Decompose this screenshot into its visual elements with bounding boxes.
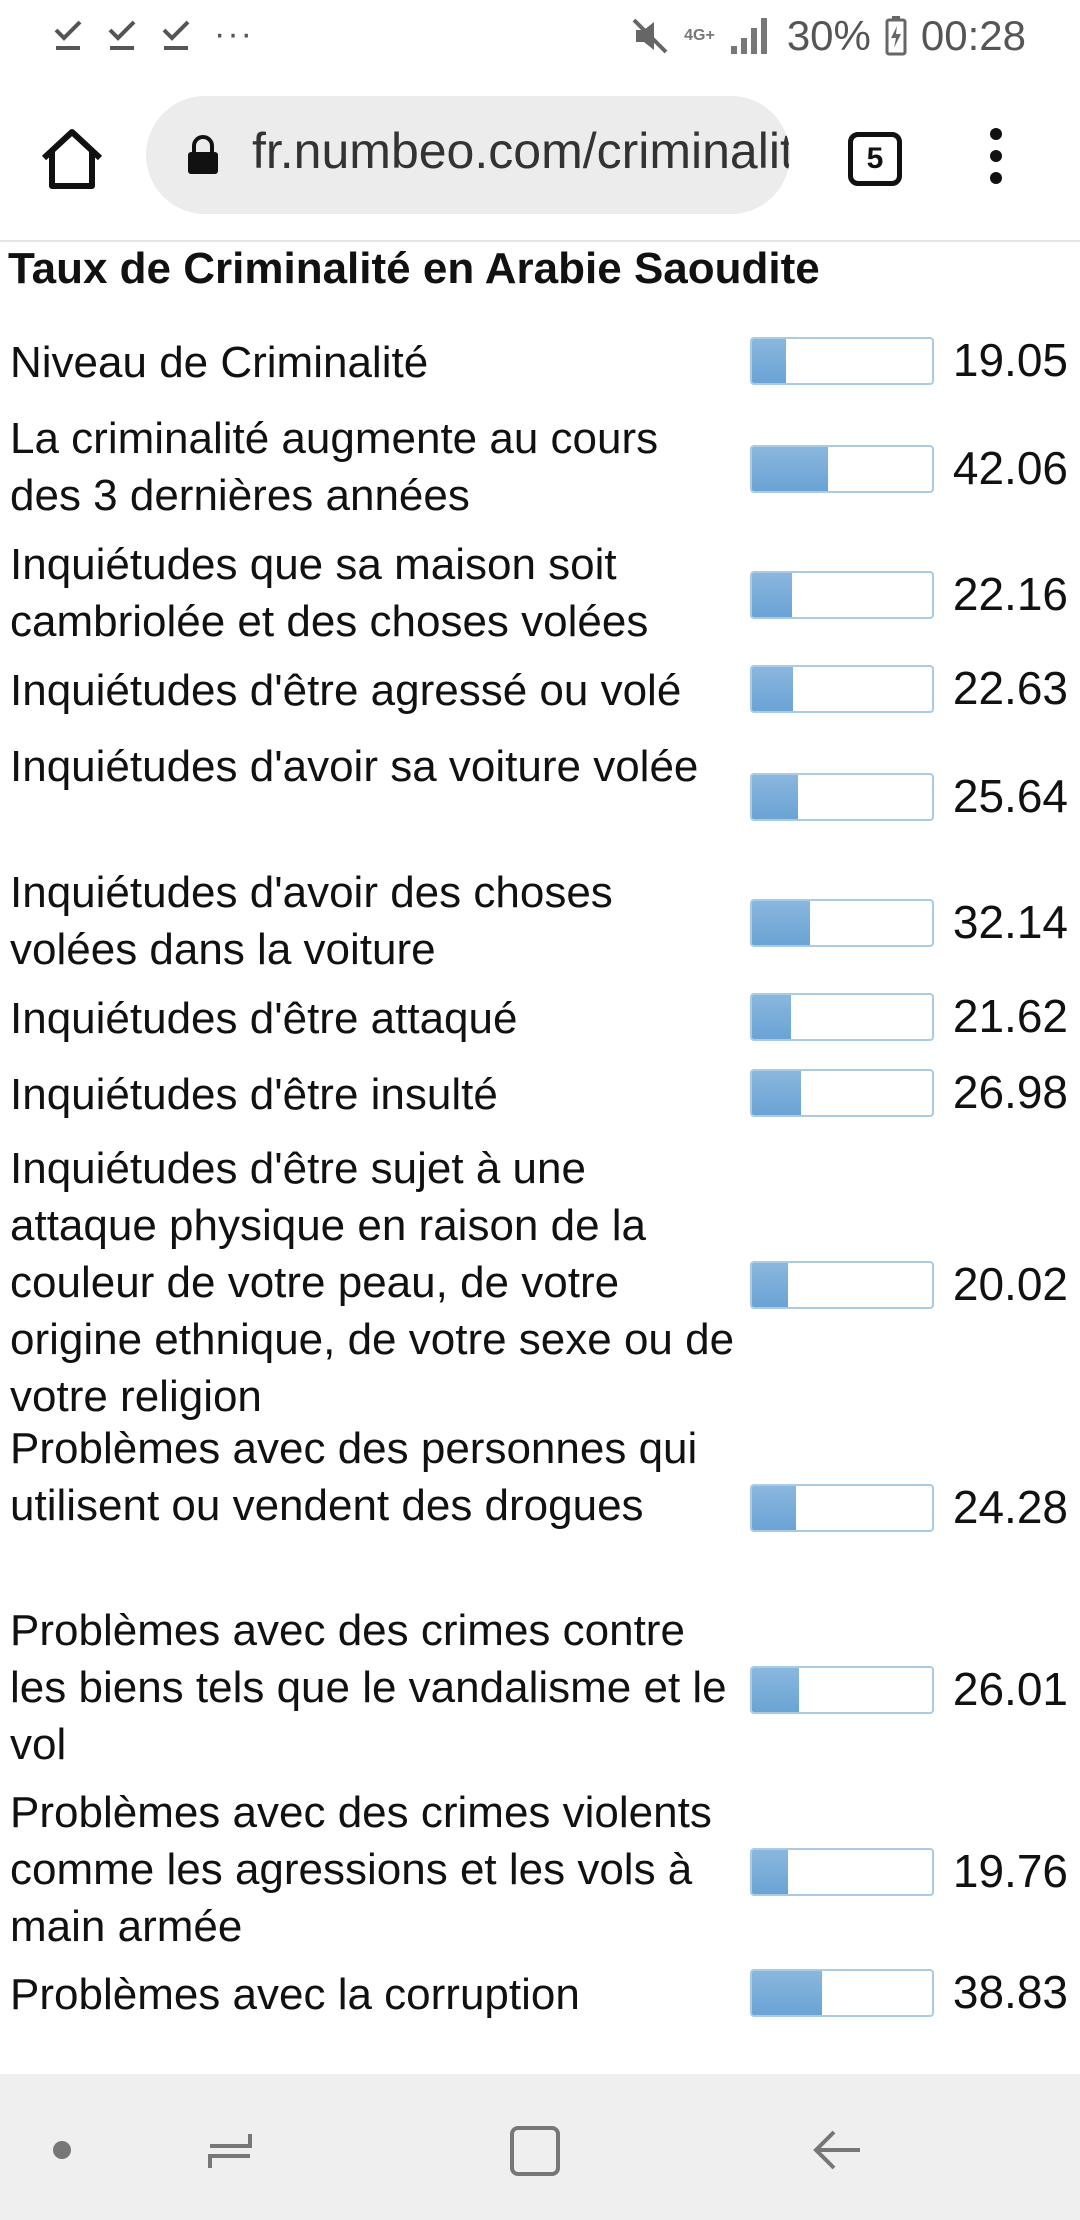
- status-bar-left: ···: [52, 14, 254, 54]
- crime-level-bar-fill: [752, 1971, 822, 2015]
- crime-row-label: Problèmes avec des crimes violents comme…: [10, 1788, 712, 1951]
- crime-row-value: 21.62: [952, 990, 1068, 1042]
- home-icon[interactable]: [38, 124, 106, 192]
- crime-level-bar: [750, 899, 934, 947]
- crime-row: Problèmes avec des crimes contre les bie…: [0, 1602, 1080, 1773]
- crime-level-bar-fill: [752, 1262, 789, 1307]
- crime-row-value: 32.14: [952, 896, 1068, 948]
- crime-level-bar-fill: [752, 447, 828, 491]
- crime-row-label: Niveau de Criminalité: [10, 338, 429, 387]
- signal-icon: [730, 18, 767, 54]
- tab-switcher-button[interactable]: 5: [848, 132, 902, 186]
- crime-row: Inquiétudes que sa maison soit cambriolé…: [0, 536, 1080, 650]
- download-done-icon: [108, 20, 136, 50]
- crime-level-bar-fill: [752, 573, 792, 617]
- address-bar[interactable]: fr.numbeo.com/criminalite/pays/Arabie-Sa…: [146, 96, 790, 214]
- crime-row-value: 22.63: [952, 662, 1068, 714]
- battery-percent: 30%: [786, 12, 871, 59]
- crime-level-bar: [750, 1969, 934, 2017]
- crime-row: La criminalité augmente au cours des 3 d…: [0, 410, 1080, 524]
- crime-row-label: Inquiétudes d'avoir sa voiture volée: [10, 742, 699, 791]
- crime-row-label: Inquiétudes que sa maison soit cambriolé…: [10, 540, 649, 646]
- crime-level-bar: [750, 773, 934, 821]
- clock: 00:28: [920, 12, 1026, 59]
- crime-level-bar-fill: [752, 339, 787, 383]
- crime-level-bar: [750, 1665, 934, 1714]
- crime-row-value: 26.98: [952, 1066, 1068, 1118]
- download-done-icon: [162, 20, 190, 50]
- crime-row-label: Problèmes avec la corruption: [10, 1970, 580, 2019]
- crime-row-value: 20.02: [952, 1257, 1068, 1310]
- nav-dot-icon[interactable]: [52, 2140, 72, 2160]
- crime-row-label: Problèmes avec des crimes contre les bie…: [10, 1606, 727, 1769]
- crime-level-bar-fill: [752, 775, 799, 819]
- back-arrow-icon[interactable]: [812, 2124, 864, 2176]
- crime-row-value: 19.05: [952, 334, 1068, 386]
- crime-level-bar-fill: [752, 995, 791, 1039]
- crime-level-bar: [750, 1260, 934, 1309]
- overflow-menu-icon[interactable]: [976, 128, 1016, 192]
- crime-row-value: 19.76: [952, 1844, 1068, 1897]
- crime-level-bar-fill: [752, 1485, 796, 1530]
- page-title: Taux de Criminalité en Arabie Saoudite: [8, 244, 820, 293]
- crime-level-bar: [750, 1847, 934, 1896]
- crime-row-value: 38.83: [952, 1966, 1068, 2018]
- recent-apps-icon[interactable]: [206, 2124, 258, 2176]
- crime-level-bar: [750, 1483, 934, 1532]
- browser-toolbar: fr.numbeo.com/criminalite/pays/Arabie-Sa…: [0, 72, 1080, 242]
- crime-row: Inquiétudes d'être agressé ou volé 22.63: [0, 662, 1080, 715]
- crime-level-bar: [750, 445, 934, 493]
- crime-level-bar: [750, 337, 934, 385]
- crime-row-value: 25.64: [952, 770, 1068, 822]
- status-bar-right: 4G+ 30% 00:28: [630, 12, 1026, 60]
- crime-level-bar: [750, 1069, 934, 1117]
- crime-level-bar-fill: [752, 1849, 788, 1894]
- crime-row-value: 22.16: [952, 568, 1068, 620]
- lock-icon: [188, 135, 218, 174]
- status-bar: ··· 4G+ 30% 00:28: [0, 0, 1080, 72]
- url-text[interactable]: fr.numbeo.com/criminalite/pays/Arabie-Sa…: [252, 123, 790, 179]
- crime-row-label: Inquiétudes d'être insulté: [10, 1070, 498, 1119]
- crime-row: Inquiétudes d'être sujet à une attaque p…: [0, 1140, 1080, 1425]
- crime-row-label: La criminalité augmente au cours des 3 d…: [10, 414, 659, 520]
- crime-row: Niveau de Criminalité 19.05: [0, 334, 1080, 387]
- network-type-label: 4G+: [684, 27, 715, 44]
- crime-row-label: Problèmes avec des personnes qui utilise…: [10, 1424, 698, 1530]
- crime-row-label: Inquiétudes d'être agressé ou volé: [10, 666, 682, 715]
- crime-row-label: Inquiétudes d'avoir des choses volées da…: [10, 868, 613, 974]
- crime-row-label: Inquiétudes d'être sujet à une attaque p…: [10, 1144, 735, 1421]
- crime-row: Problèmes avec la corruption 38.83: [0, 1966, 1080, 2019]
- crime-row-label: Inquiétudes d'être attaqué: [10, 994, 518, 1043]
- crime-row-value: 26.01: [952, 1662, 1068, 1715]
- crime-row: Inquiétudes d'avoir des choses volées da…: [0, 864, 1080, 978]
- crime-level-bar: [750, 993, 934, 1041]
- crime-level-bar-fill: [752, 901, 810, 945]
- crime-level-bar-fill: [752, 1667, 799, 1712]
- more-notifications-icon: ···: [214, 15, 254, 53]
- mute-icon: [632, 18, 668, 54]
- home-square-icon[interactable]: [508, 2124, 562, 2178]
- crime-level-bar-fill: [752, 1071, 801, 1115]
- download-done-icon: [54, 20, 82, 50]
- crime-row-value: 42.06: [952, 442, 1068, 494]
- crime-row: Inquiétudes d'être attaqué 21.62: [0, 990, 1080, 1043]
- crime-row: Problèmes avec des crimes violents comme…: [0, 1784, 1080, 1955]
- crime-row: Inquiétudes d'avoir sa voiture volée 25.6…: [0, 738, 1080, 852]
- crime-level-bar: [750, 571, 934, 619]
- battery-charging-icon: [885, 16, 907, 56]
- crime-row-value: 24.28: [952, 1480, 1068, 1533]
- crime-row: Inquiétudes d'être insulté 26.98: [0, 1066, 1080, 1119]
- crime-level-bar-fill: [752, 667, 793, 711]
- crime-level-bar: [750, 665, 934, 713]
- system-nav-bar: [0, 2074, 1080, 2220]
- crime-row: Problèmes avec des personnes qui utilise…: [0, 1420, 1080, 1591]
